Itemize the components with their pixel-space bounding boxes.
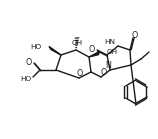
Text: OH: OH [107,49,118,55]
Polygon shape [49,46,61,55]
Text: OH: OH [71,40,83,46]
Text: O: O [101,68,107,76]
Text: HO: HO [30,44,41,50]
Text: O: O [26,58,32,66]
Text: N: N [105,60,111,70]
Text: O: O [77,69,83,78]
Text: O: O [132,30,138,39]
Text: HO: HO [20,76,32,82]
Text: HN: HN [104,39,115,45]
Polygon shape [89,51,100,57]
Text: O: O [89,44,95,54]
